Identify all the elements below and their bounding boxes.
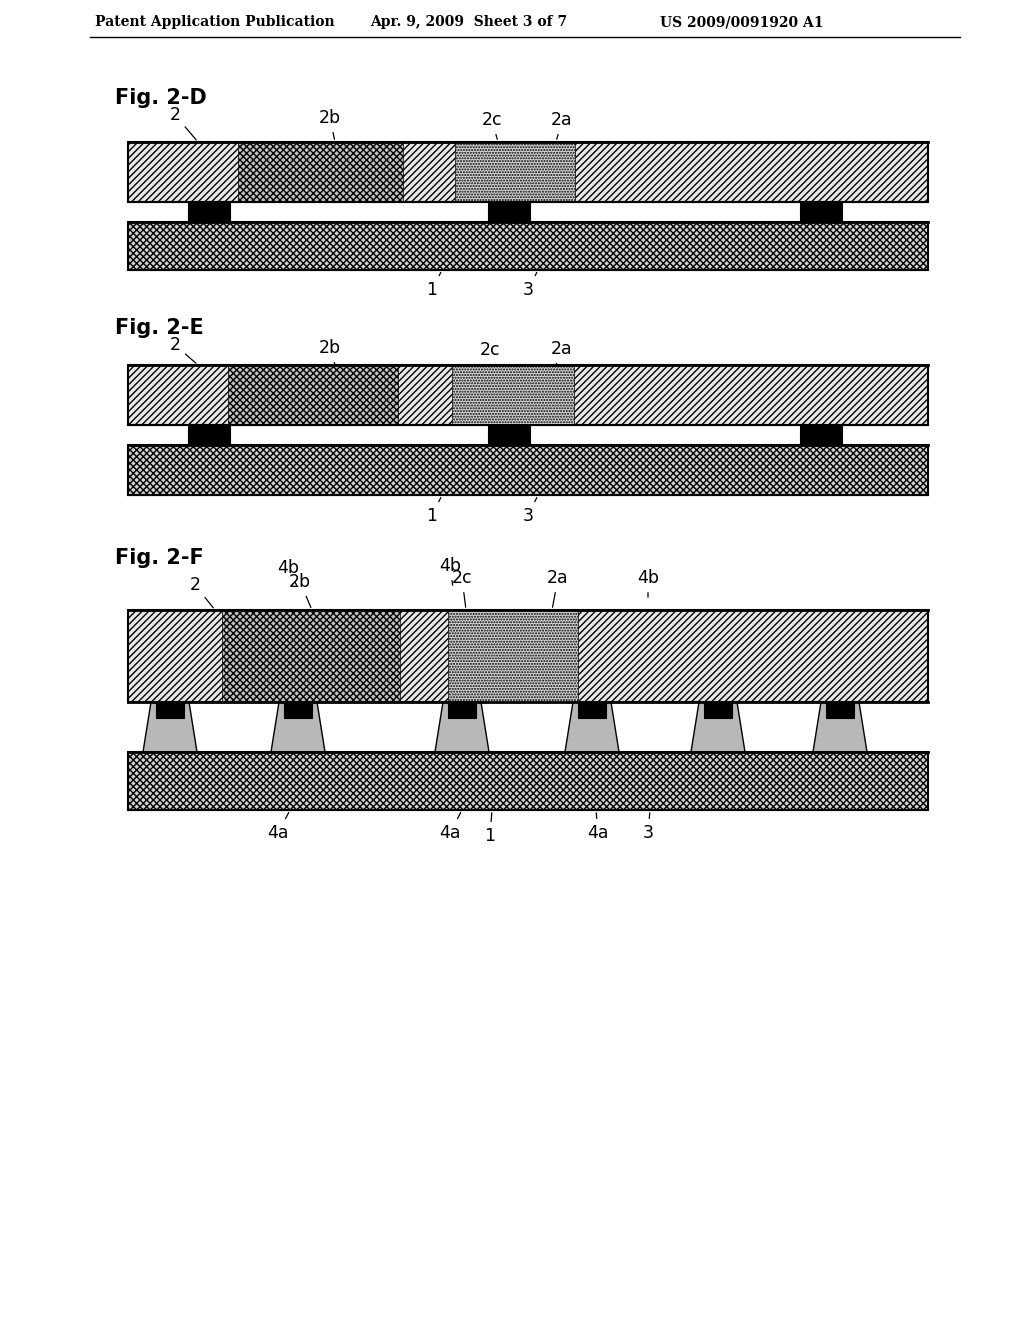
- Bar: [222, 610, 400, 702]
- Polygon shape: [143, 702, 197, 752]
- Bar: [449, 610, 578, 702]
- Bar: [578, 702, 606, 718]
- Bar: [488, 425, 530, 445]
- Text: 2a: 2a: [551, 341, 572, 366]
- Text: 1: 1: [427, 498, 440, 525]
- Text: 3: 3: [522, 498, 537, 525]
- Polygon shape: [691, 702, 745, 752]
- Text: Fig. 2-F: Fig. 2-F: [115, 548, 204, 568]
- Text: Patent Application Publication: Patent Application Publication: [95, 15, 335, 29]
- Text: 3: 3: [522, 272, 537, 300]
- Text: 2c: 2c: [479, 341, 501, 366]
- Bar: [284, 702, 312, 718]
- Text: 4b: 4b: [439, 557, 461, 585]
- Polygon shape: [565, 702, 618, 752]
- Text: 4a: 4a: [587, 813, 608, 842]
- Bar: [455, 143, 575, 202]
- Polygon shape: [813, 702, 867, 752]
- Bar: [800, 202, 842, 222]
- Text: 4b: 4b: [278, 558, 299, 586]
- Bar: [128, 143, 928, 202]
- Bar: [128, 445, 928, 495]
- Text: 2: 2: [170, 106, 197, 140]
- Text: 2b: 2b: [318, 110, 341, 140]
- Bar: [188, 425, 230, 445]
- Text: US 2009/0091920 A1: US 2009/0091920 A1: [660, 15, 823, 29]
- Text: 2c: 2c: [452, 569, 472, 607]
- Polygon shape: [435, 702, 489, 752]
- Bar: [488, 202, 530, 222]
- Bar: [188, 202, 230, 222]
- Text: 1: 1: [427, 272, 440, 300]
- Text: 4b: 4b: [637, 569, 659, 597]
- Bar: [128, 752, 928, 810]
- Text: 4a: 4a: [439, 812, 461, 842]
- Text: 2: 2: [170, 337, 196, 363]
- Bar: [452, 366, 574, 425]
- Text: 3: 3: [642, 813, 653, 842]
- Text: Apr. 9, 2009  Sheet 3 of 7: Apr. 9, 2009 Sheet 3 of 7: [370, 15, 567, 29]
- Text: 2b: 2b: [289, 573, 311, 607]
- Bar: [156, 702, 184, 718]
- Text: 2b: 2b: [318, 339, 341, 366]
- Bar: [128, 222, 928, 271]
- Bar: [705, 702, 732, 718]
- Bar: [800, 425, 842, 445]
- Polygon shape: [271, 702, 325, 752]
- Bar: [449, 702, 476, 718]
- Text: Fig. 2-E: Fig. 2-E: [115, 318, 204, 338]
- Bar: [826, 702, 854, 718]
- Text: 1: 1: [484, 813, 496, 845]
- Text: 2a: 2a: [547, 569, 568, 607]
- Text: 2c: 2c: [481, 111, 503, 140]
- Bar: [228, 366, 398, 425]
- Bar: [238, 143, 403, 202]
- Text: 2: 2: [189, 576, 213, 607]
- Text: 4a: 4a: [267, 812, 289, 842]
- Bar: [128, 366, 928, 425]
- Bar: [128, 610, 928, 702]
- Text: Fig. 2-D: Fig. 2-D: [115, 88, 207, 108]
- Text: 2a: 2a: [551, 111, 572, 140]
